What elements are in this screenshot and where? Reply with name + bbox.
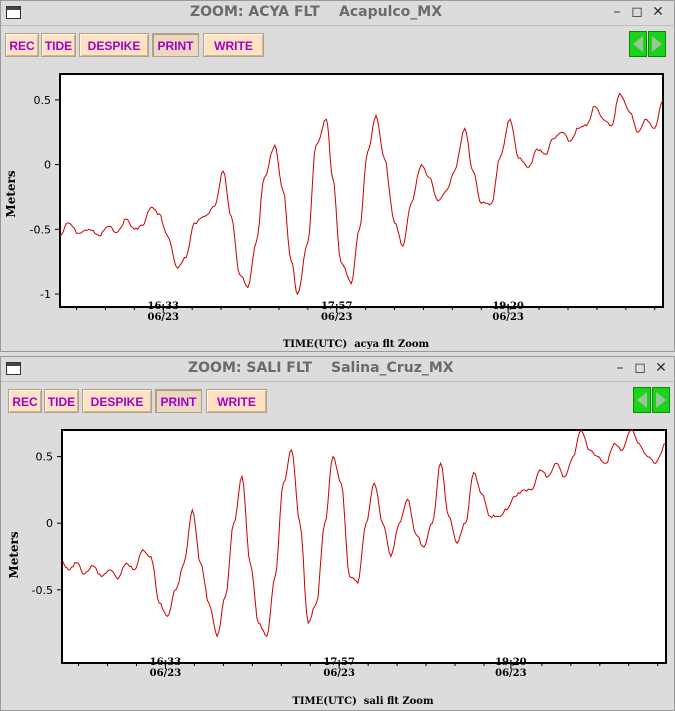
- plot-area: 0.5 0 -0.5 -1 Meters 16:33 06/23 17:57 06/23 19:2…: [1, 64, 674, 352]
- x-tick-time: 16:33: [150, 657, 182, 668]
- x-tick-date: 06/23: [150, 668, 182, 679]
- close-icon[interactable]: ✕: [652, 4, 664, 20]
- toolbar: REC TIDE DESPIKE PRINT WRITE: [1, 382, 674, 420]
- tide-chart-acya: 0.50-0.5-1Meters16:3306/2317:5706/2319:2…: [4, 73, 664, 350]
- tide-chart-sali: 0.50-0.5Meters16:3306/2317:5706/2319:200…: [7, 429, 667, 707]
- y-axis-label: Meters: [4, 170, 18, 217]
- minimize-icon[interactable]: –: [613, 4, 621, 20]
- write-button[interactable]: WRITE: [206, 389, 267, 413]
- y-tick-label: 0: [44, 159, 51, 172]
- window-title: ZOOM: SALI FLT: [188, 360, 312, 376]
- plot-frame: [59, 73, 664, 308]
- rec-button[interactable]: REC: [8, 389, 42, 413]
- x-tick-time: 19:20: [492, 301, 524, 312]
- y-tick-label: 0.5: [36, 451, 54, 464]
- y-tick-label: 0.5: [34, 94, 52, 107]
- y-tick-label: -0.5: [30, 223, 51, 236]
- data-trace: [61, 429, 667, 638]
- x-axis-label: TIME(UTC) acya flt Zoom: [283, 339, 430, 350]
- y-tick-label: 0: [46, 517, 53, 530]
- plot-area: 0.5 0 -0.5 Meters 16:33 06/23 17:57 06/23 19:20 0…: [1, 420, 674, 711]
- write-button[interactable]: WRITE: [203, 33, 264, 57]
- maximize-icon[interactable]: ◻: [631, 4, 643, 20]
- title-bar[interactable]: ZOOM: ACYA FLT Acapulco_MX – ◻ ✕: [1, 1, 674, 26]
- x-tick-time: 17:57: [323, 657, 355, 668]
- toolbar: REC TIDE DESPIKE PRINT WRITE: [1, 26, 674, 64]
- x-tick-date: 06/23: [148, 312, 180, 323]
- rec-button[interactable]: REC: [5, 33, 39, 57]
- station-name: Acapulco_MX: [339, 4, 443, 20]
- window-title: ZOOM: ACYA FLT: [190, 4, 320, 20]
- x-tick-date: 06/23: [323, 668, 355, 679]
- x-tick-date: 06/23: [492, 312, 524, 323]
- zoom-window-acya: ZOOM: ACYA FLT Acapulco_MX – ◻ ✕ REC TID…: [0, 0, 675, 352]
- print-button[interactable]: PRINT: [152, 33, 199, 57]
- zoom-window-sali: ZOOM: SALI FLT Salina_Cruz_MX – ◻ ✕ REC …: [0, 356, 675, 711]
- title-bar[interactable]: ZOOM: SALI FLT Salina_Cruz_MX – ◻ ✕: [1, 357, 674, 382]
- window-menu-icon[interactable]: [6, 362, 21, 375]
- tide-button[interactable]: TIDE: [41, 33, 76, 57]
- maximize-icon[interactable]: ◻: [634, 360, 646, 376]
- close-icon[interactable]: ✕: [655, 360, 667, 376]
- x-tick-time: 17:57: [321, 301, 353, 312]
- right-arrow-icon[interactable]: [648, 31, 666, 57]
- x-tick-date: 06/23: [495, 668, 527, 679]
- tide-button[interactable]: TIDE: [44, 389, 79, 413]
- x-tick-date: 06/23: [321, 312, 353, 323]
- right-arrow-icon[interactable]: [652, 387, 670, 413]
- plot-frame: [61, 429, 667, 664]
- despike-button[interactable]: DESPIKE: [79, 33, 149, 57]
- left-arrow-icon[interactable]: [633, 387, 651, 413]
- print-button[interactable]: PRINT: [155, 389, 202, 413]
- y-tick-label: -0.5: [32, 584, 53, 597]
- left-arrow-icon[interactable]: [629, 31, 647, 57]
- station-name: Salina_Cruz_MX: [331, 360, 454, 376]
- x-tick-time: 16:33: [147, 301, 179, 312]
- data-trace: [59, 92, 664, 296]
- despike-button[interactable]: DESPIKE: [82, 389, 152, 413]
- minimize-icon[interactable]: –: [616, 360, 624, 376]
- x-tick-time: 19:20: [495, 657, 527, 668]
- window-menu-icon[interactable]: [6, 6, 21, 19]
- y-axis-label: Meters: [7, 531, 21, 578]
- y-tick-label: -1: [40, 288, 51, 301]
- x-axis-label: TIME(UTC) sali flt Zoom: [292, 696, 434, 707]
